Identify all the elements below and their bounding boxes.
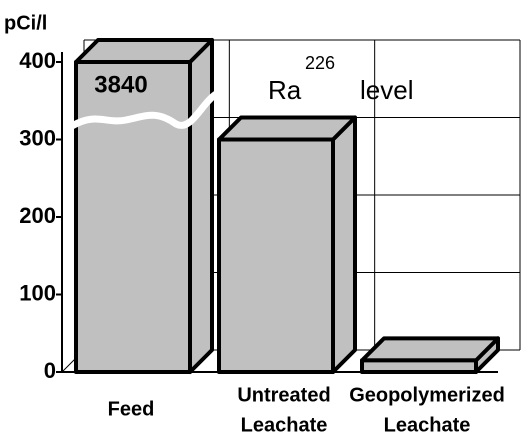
bar <box>360 336 500 374</box>
bar-front <box>360 358 478 374</box>
bar-top <box>217 115 357 142</box>
bar-front <box>217 137 335 374</box>
bar <box>217 115 357 374</box>
title-superscript: 226 <box>305 53 335 73</box>
bar-front <box>74 60 192 374</box>
bars <box>70 38 500 374</box>
title-suffix: level <box>360 75 413 105</box>
x-tick-label: Untreated <box>237 384 330 406</box>
y-tick-label: 200 <box>19 203 56 228</box>
x-tick-label: Feed <box>108 398 155 420</box>
title: Ra <box>268 75 302 105</box>
x-tick-label: Leachate <box>241 414 328 436</box>
y-axis-label: pCi/l <box>4 12 47 34</box>
bar-top <box>74 38 214 64</box>
x-tick-label: Geopolymerized <box>349 384 505 406</box>
y-tick-label: 100 <box>19 280 56 305</box>
bar <box>74 38 214 374</box>
bar-side <box>331 115 357 374</box>
y-tick-label: 0 <box>44 358 56 383</box>
bar-top <box>360 336 500 363</box>
value-label: 3840 <box>94 71 147 98</box>
x-tick-label: Leachate <box>384 414 471 436</box>
bar-side <box>188 38 214 374</box>
axis-break <box>70 91 219 130</box>
y-tick-label: 400 <box>19 48 56 73</box>
y-tick-label: 300 <box>19 125 56 150</box>
